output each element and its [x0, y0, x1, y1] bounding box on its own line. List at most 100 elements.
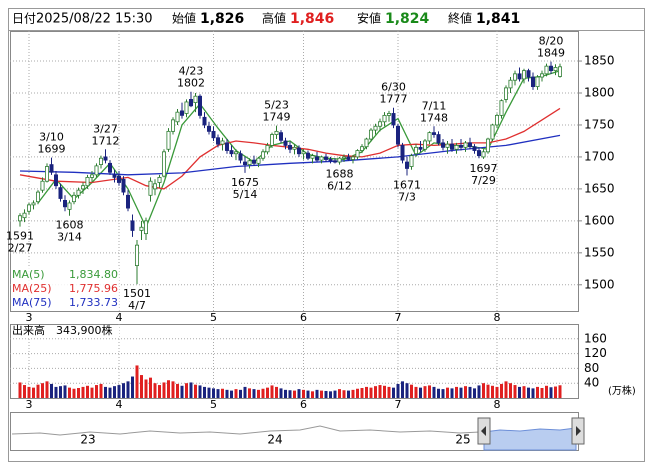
legend-value: 1,733.73 — [69, 296, 118, 309]
x-tick-label: 8 — [494, 311, 501, 324]
annotation-price: 1777 — [380, 93, 408, 106]
navigator-range — [483, 427, 577, 451]
candle-body — [256, 157, 261, 164]
candle-body — [422, 140, 427, 150]
candle-body — [130, 220, 135, 231]
volume-bar — [396, 383, 400, 398]
navigator-label: 23 — [80, 433, 95, 447]
volume-bar — [108, 387, 112, 398]
x-tick-label: 7 — [395, 398, 402, 411]
candle-body — [72, 194, 77, 203]
volume-bar — [351, 389, 355, 398]
candle-body — [553, 67, 558, 72]
volume-bar — [329, 391, 332, 398]
volume-bar — [347, 390, 350, 398]
candle-body — [522, 70, 527, 80]
candle-body — [476, 150, 481, 157]
candle-body — [220, 140, 225, 145]
candle-body — [386, 113, 391, 116]
candle-body — [400, 145, 405, 161]
annotation-date: 3/14 — [57, 231, 82, 244]
volume-bar — [486, 384, 490, 398]
legend-name: MA(25) — [12, 282, 52, 295]
candle-body — [49, 164, 54, 173]
annotation-date: 8/20 — [539, 35, 564, 48]
volume-bar — [374, 386, 377, 398]
candle-body — [40, 180, 45, 191]
volume-bar — [45, 381, 49, 398]
candle-body — [494, 114, 499, 126]
candle-body — [233, 151, 238, 155]
annotation-date: 6/12 — [327, 180, 352, 193]
annotation-date: 6/30 — [381, 81, 406, 94]
volume-unit: (万株) — [608, 384, 636, 397]
y-tick-label: 1600 — [584, 213, 615, 227]
candle-body — [188, 99, 193, 107]
volume-bar — [140, 375, 143, 398]
annotation-date: 3/10 — [39, 131, 64, 144]
volume-bar — [252, 389, 256, 398]
annotation-date: 5/14 — [233, 188, 258, 201]
annotation-price: 1699 — [38, 143, 66, 156]
candle-body — [242, 161, 247, 166]
volume-bar — [68, 387, 71, 398]
candle-body — [350, 156, 355, 160]
candle-body — [341, 156, 346, 159]
volume-bar — [504, 381, 508, 398]
volume-bar — [167, 380, 170, 398]
candle-body — [215, 137, 220, 145]
volume-bar — [342, 390, 346, 398]
candle-body — [382, 114, 387, 123]
annotation-date: 5/23 — [264, 99, 289, 112]
legend-name: MA(5) — [12, 268, 45, 281]
candle-body — [90, 174, 95, 178]
volume-bar — [230, 390, 233, 398]
candle-body — [67, 202, 72, 210]
y-tick-label: 1500 — [584, 277, 615, 291]
volume-bar — [338, 389, 341, 398]
volume-bar — [198, 385, 202, 398]
annotation-date: 4/7 — [128, 299, 146, 312]
volume-bar — [234, 389, 238, 398]
candle-body — [296, 147, 301, 155]
x-tick-label: 6 — [300, 311, 307, 324]
volume-bar — [311, 391, 314, 398]
volume-bar — [468, 386, 472, 398]
candle-body — [26, 204, 31, 212]
volume-bar — [365, 386, 368, 398]
candle-body — [184, 101, 189, 114]
candle-body — [251, 159, 256, 164]
volume-bar — [122, 383, 125, 398]
y-tick-label: 1750 — [584, 117, 615, 131]
candle-body — [58, 187, 63, 199]
candle-body — [454, 145, 459, 150]
volume-bar — [59, 386, 62, 398]
volume-bar — [423, 386, 427, 398]
volume-bar — [90, 387, 94, 398]
volume-bar — [414, 386, 418, 398]
candle-body — [319, 156, 324, 161]
volume-tick-label: 40 — [584, 376, 599, 390]
annotation-price: 1688 — [326, 168, 354, 181]
volume-bar — [216, 389, 220, 398]
candle-body — [301, 151, 306, 155]
date-label: 日付 — [12, 12, 36, 26]
candle-body — [513, 73, 518, 81]
volume-bar — [162, 382, 166, 398]
annotation-date: 7/29 — [471, 174, 496, 187]
volume-bar — [212, 388, 215, 398]
candle-body — [364, 138, 369, 148]
candle-body — [31, 202, 36, 206]
volume-bar — [536, 386, 539, 398]
candle-body — [139, 226, 144, 231]
volume-bar — [297, 389, 301, 398]
candle-body — [337, 157, 342, 163]
candle-body — [170, 119, 175, 132]
candle-body — [193, 95, 198, 103]
annotation-price: 1591 — [6, 230, 34, 243]
candle-body — [544, 65, 549, 75]
x-tick-label: 3 — [26, 311, 33, 324]
candle-body — [152, 183, 157, 190]
candle-body — [449, 143, 454, 150]
volume-bar — [275, 386, 278, 398]
